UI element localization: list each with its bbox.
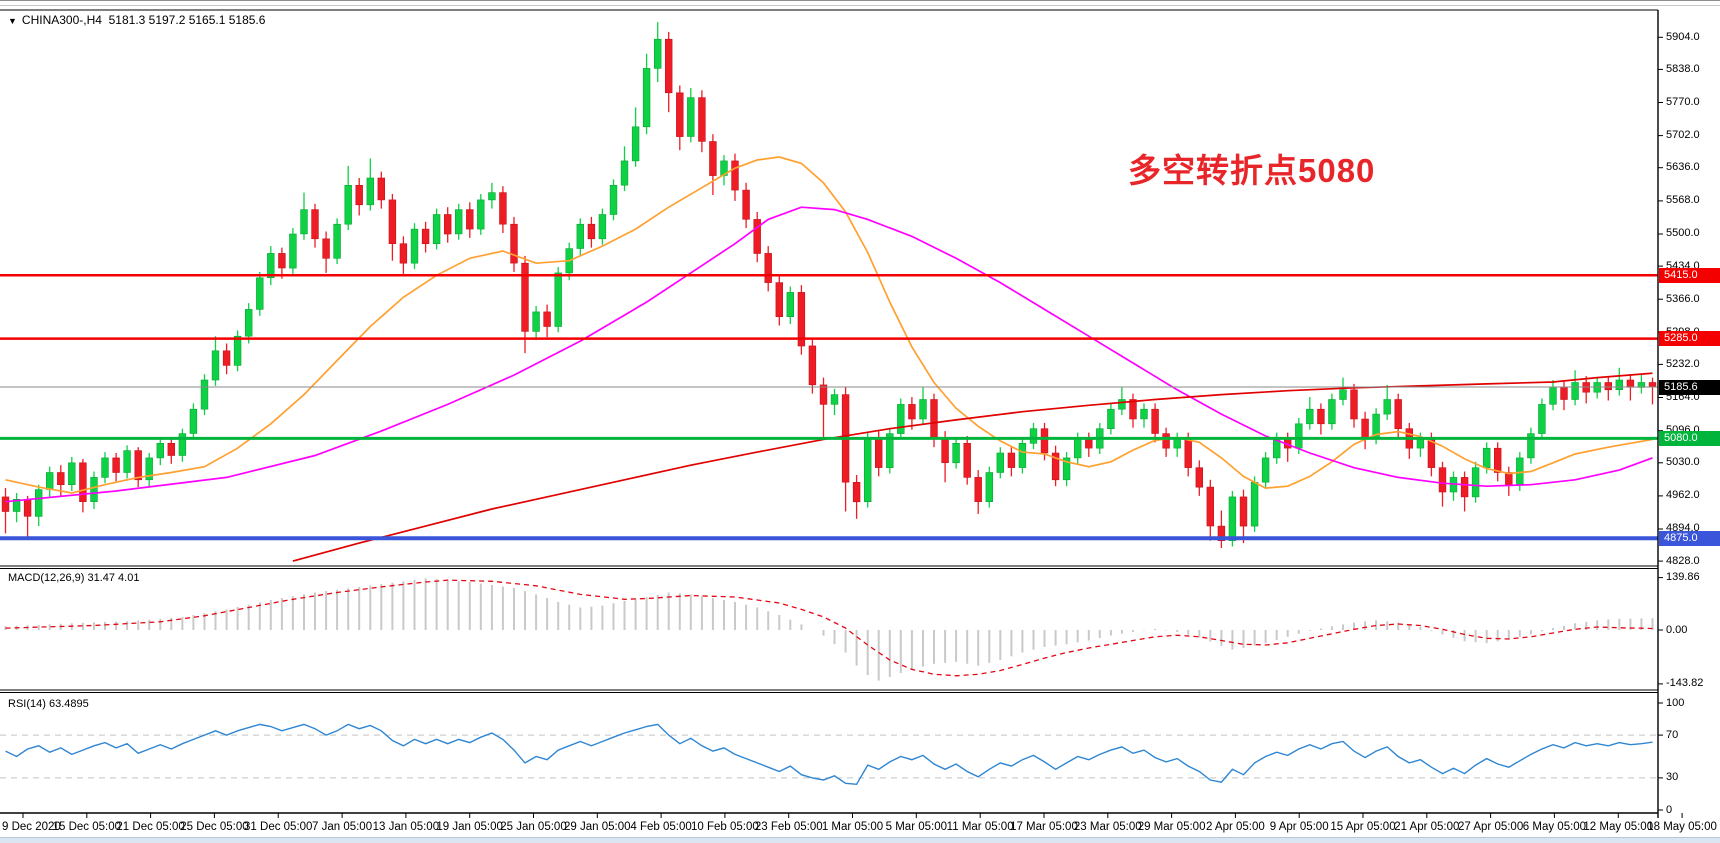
annotation-text[interactable]: 多空转折点5080 (1128, 152, 1376, 189)
time-tick-label: 10 Feb 05:00 (691, 821, 759, 833)
price-tick-label: 5568.0 (1666, 194, 1700, 207)
time-tick-label: 21 Dec 05:00 (116, 821, 185, 833)
price-tick-label: 4828.0 (1666, 554, 1700, 567)
rsi-tick-label: 70 (1666, 728, 1679, 741)
time-tick-label: 1 Mar 05:00 (821, 821, 884, 833)
symbol-title: ▼ CHINA300-,H4 5181.3 5197.2 5165.1 5185.… (8, 13, 265, 27)
price-line-badge: 5415.0 (1659, 267, 1720, 283)
time-tick-label: 9 Apr 05:00 (1269, 821, 1329, 833)
macd-tick-label: -143.82 (1666, 677, 1704, 690)
time-tick-label: 21 Apr 05:00 (1394, 821, 1460, 833)
price-tick-label: 5702.0 (1666, 129, 1700, 142)
rsi-indicator-label: RSI(14) 63.4895 (8, 698, 89, 710)
time-tick-label: 2 Apr 05:00 (1205, 821, 1265, 833)
time-tick-label: 23 Feb 05:00 (754, 821, 823, 833)
window-top-border-2 (0, 5, 1720, 6)
price-line-badge: 5080.0 (1659, 430, 1720, 446)
price-tick-label: 4962.0 (1666, 489, 1700, 502)
time-tick-label: 31 Dec 05:00 (244, 821, 313, 833)
ma-fast-orange (5, 156, 1653, 494)
time-tick-label: 9 Dec 2020 (2, 821, 61, 833)
ma-mid-magenta (5, 206, 1653, 503)
time-tick-label: 6 May 05:00 (1522, 821, 1587, 833)
time-tick-label: 11 Mar 05:00 (946, 821, 1014, 833)
window-bottom-edge (0, 837, 1720, 843)
time-tick-label: 5 Mar 05:00 (885, 821, 948, 833)
macd-tick-label: 0.00 (1666, 623, 1688, 636)
time-tick-label: 12 May 05:00 (1583, 821, 1654, 833)
time-tick-label: 15 Dec 05:00 (52, 821, 122, 833)
price-tick-label: 5770.0 (1666, 96, 1700, 108)
time-tick-label: 25 Jan 05:00 (500, 821, 567, 833)
symbol-ohlc-values: 5181.3 5197.2 5165.1 5185.6 (108, 13, 266, 27)
macd-tick-label: 139.86 (1666, 571, 1700, 584)
window-top-border (0, 0, 1720, 1)
time-tick-label: 13 Jan 05:00 (372, 821, 440, 833)
price-tick-label: 5232.0 (1666, 357, 1700, 370)
symbol-name: CHINA300-,H4 (21, 13, 102, 27)
chevron-down-icon[interactable]: ▼ (8, 16, 17, 26)
price-tick-label: 5636.0 (1666, 161, 1700, 174)
price-line-badge: 5285.0 (1659, 331, 1720, 347)
time-tick-label: 25 Dec 05:00 (180, 821, 249, 833)
time-tick-label: 15 Apr 05:00 (1330, 821, 1396, 833)
macd-signal-line (5, 579, 1653, 677)
price-tick-label: 5366.0 (1666, 292, 1700, 305)
ma-slow-red (292, 372, 1653, 562)
price-line-badge: 4875.0 (1659, 530, 1720, 546)
time-tick-label: 29 Mar 05:00 (1137, 821, 1206, 833)
rsi-line (5, 723, 1653, 786)
price-tick-label: 5838.0 (1666, 62, 1700, 75)
rsi-tick-label: 100 (1666, 696, 1685, 709)
time-tick-label: 4 Feb 05:00 (630, 821, 692, 833)
price-tick-label: 5904.0 (1666, 30, 1700, 43)
time-tick-label: 18 May 05:00 (1647, 821, 1717, 833)
price-tick-label: 5500.0 (1666, 227, 1700, 240)
rsi-tick-label: 0 (1666, 803, 1673, 816)
time-tick-label: 7 Jan 05:00 (311, 821, 373, 833)
rsi-tick-label: 30 (1666, 771, 1679, 784)
time-tick-label: 17 Mar 05:00 (1010, 821, 1078, 833)
time-tick-label: 29 Jan 05:00 (564, 821, 631, 833)
macd-indicator-label: MACD(12,26,9) 31.47 4.01 (8, 572, 140, 584)
time-tick-label: 27 Apr 05:00 (1458, 821, 1524, 833)
price-tick-label: 5030.0 (1666, 456, 1700, 469)
price-line-badge: 5185.6 (1659, 379, 1720, 395)
time-tick-label: 19 Jan 05:00 (436, 821, 503, 833)
time-tick-label: 23 Mar 05:00 (1073, 821, 1142, 833)
